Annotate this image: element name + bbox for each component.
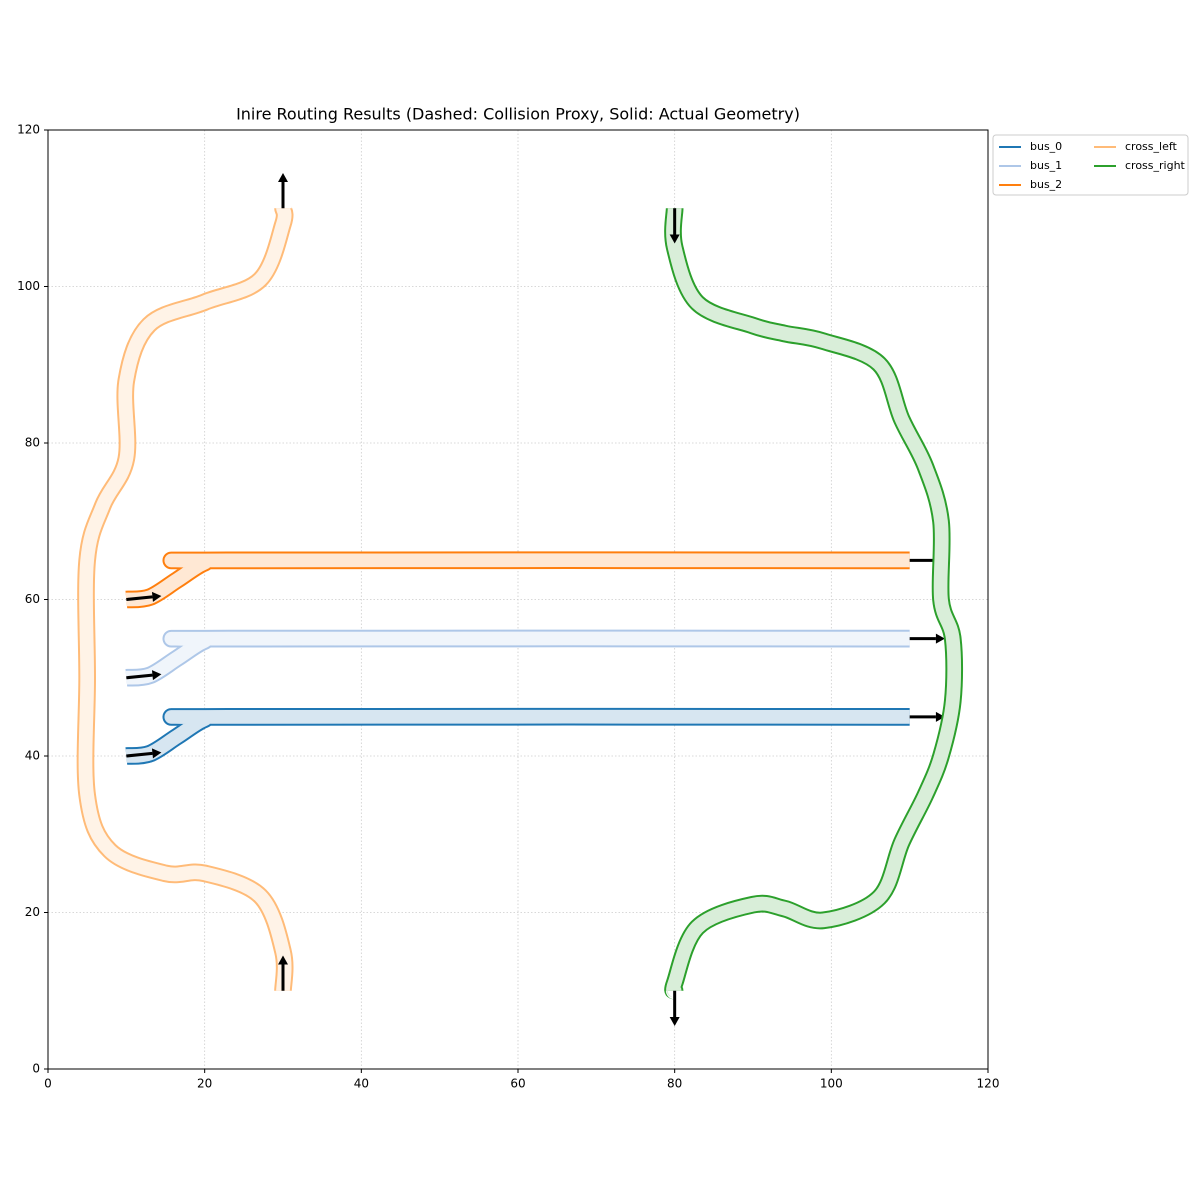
y-tick-label: 40	[25, 749, 40, 763]
route-fill	[125, 631, 910, 685]
x-tick-label: 20	[197, 1077, 212, 1091]
route	[664, 207, 964, 1000]
route-inner	[666, 207, 962, 998]
port-arrow-head	[935, 711, 945, 722]
port-arrow-head	[935, 633, 945, 644]
route-fill	[78, 206, 292, 992]
port-arrow	[126, 673, 153, 680]
port-arrow-head	[151, 591, 162, 602]
x-tick-label: 60	[510, 1077, 525, 1091]
legend: bus_0 bus_1 bus_2 cross_left cross_right	[992, 134, 1189, 196]
port-arrow	[126, 751, 153, 758]
port-arrow-head	[151, 748, 162, 759]
port-arrow	[126, 595, 153, 601]
x-tick-label: 100	[820, 1077, 843, 1091]
x-tick-label: 0	[44, 1077, 52, 1091]
port-arrow-head	[278, 173, 288, 182]
plot-frame	[47, 129, 989, 1070]
y-tick-label: 60	[25, 592, 40, 606]
y-tick-label: 100	[17, 279, 40, 293]
legend-label: bus_0	[1030, 140, 1062, 153]
route-inner	[78, 206, 292, 992]
x-tick-label: 80	[667, 1077, 682, 1091]
port-arrow-head	[669, 234, 680, 244]
route-fill	[666, 207, 962, 998]
y-tick-label: 20	[25, 905, 40, 919]
y-tick-label: 120	[17, 123, 40, 137]
legend-label: bus_1	[1030, 159, 1062, 172]
legend-label: bus_2	[1030, 178, 1062, 191]
port-arrow-head	[151, 670, 162, 681]
legend-frame	[992, 134, 1189, 196]
x-tick-label: 120	[977, 1077, 1000, 1091]
legend-label: cross_left	[1125, 140, 1178, 153]
port-arrow-head	[278, 955, 288, 965]
route-fill	[125, 553, 910, 607]
y-tick-label: 80	[25, 436, 40, 450]
x-tick-label: 40	[354, 1077, 369, 1091]
legend-label: cross_right	[1125, 159, 1186, 172]
chart-title: Inire Routing Results (Dashed: Collision…	[236, 105, 800, 124]
y-tick-label: 0	[32, 1062, 40, 1076]
port-arrow-head	[669, 1017, 680, 1026]
